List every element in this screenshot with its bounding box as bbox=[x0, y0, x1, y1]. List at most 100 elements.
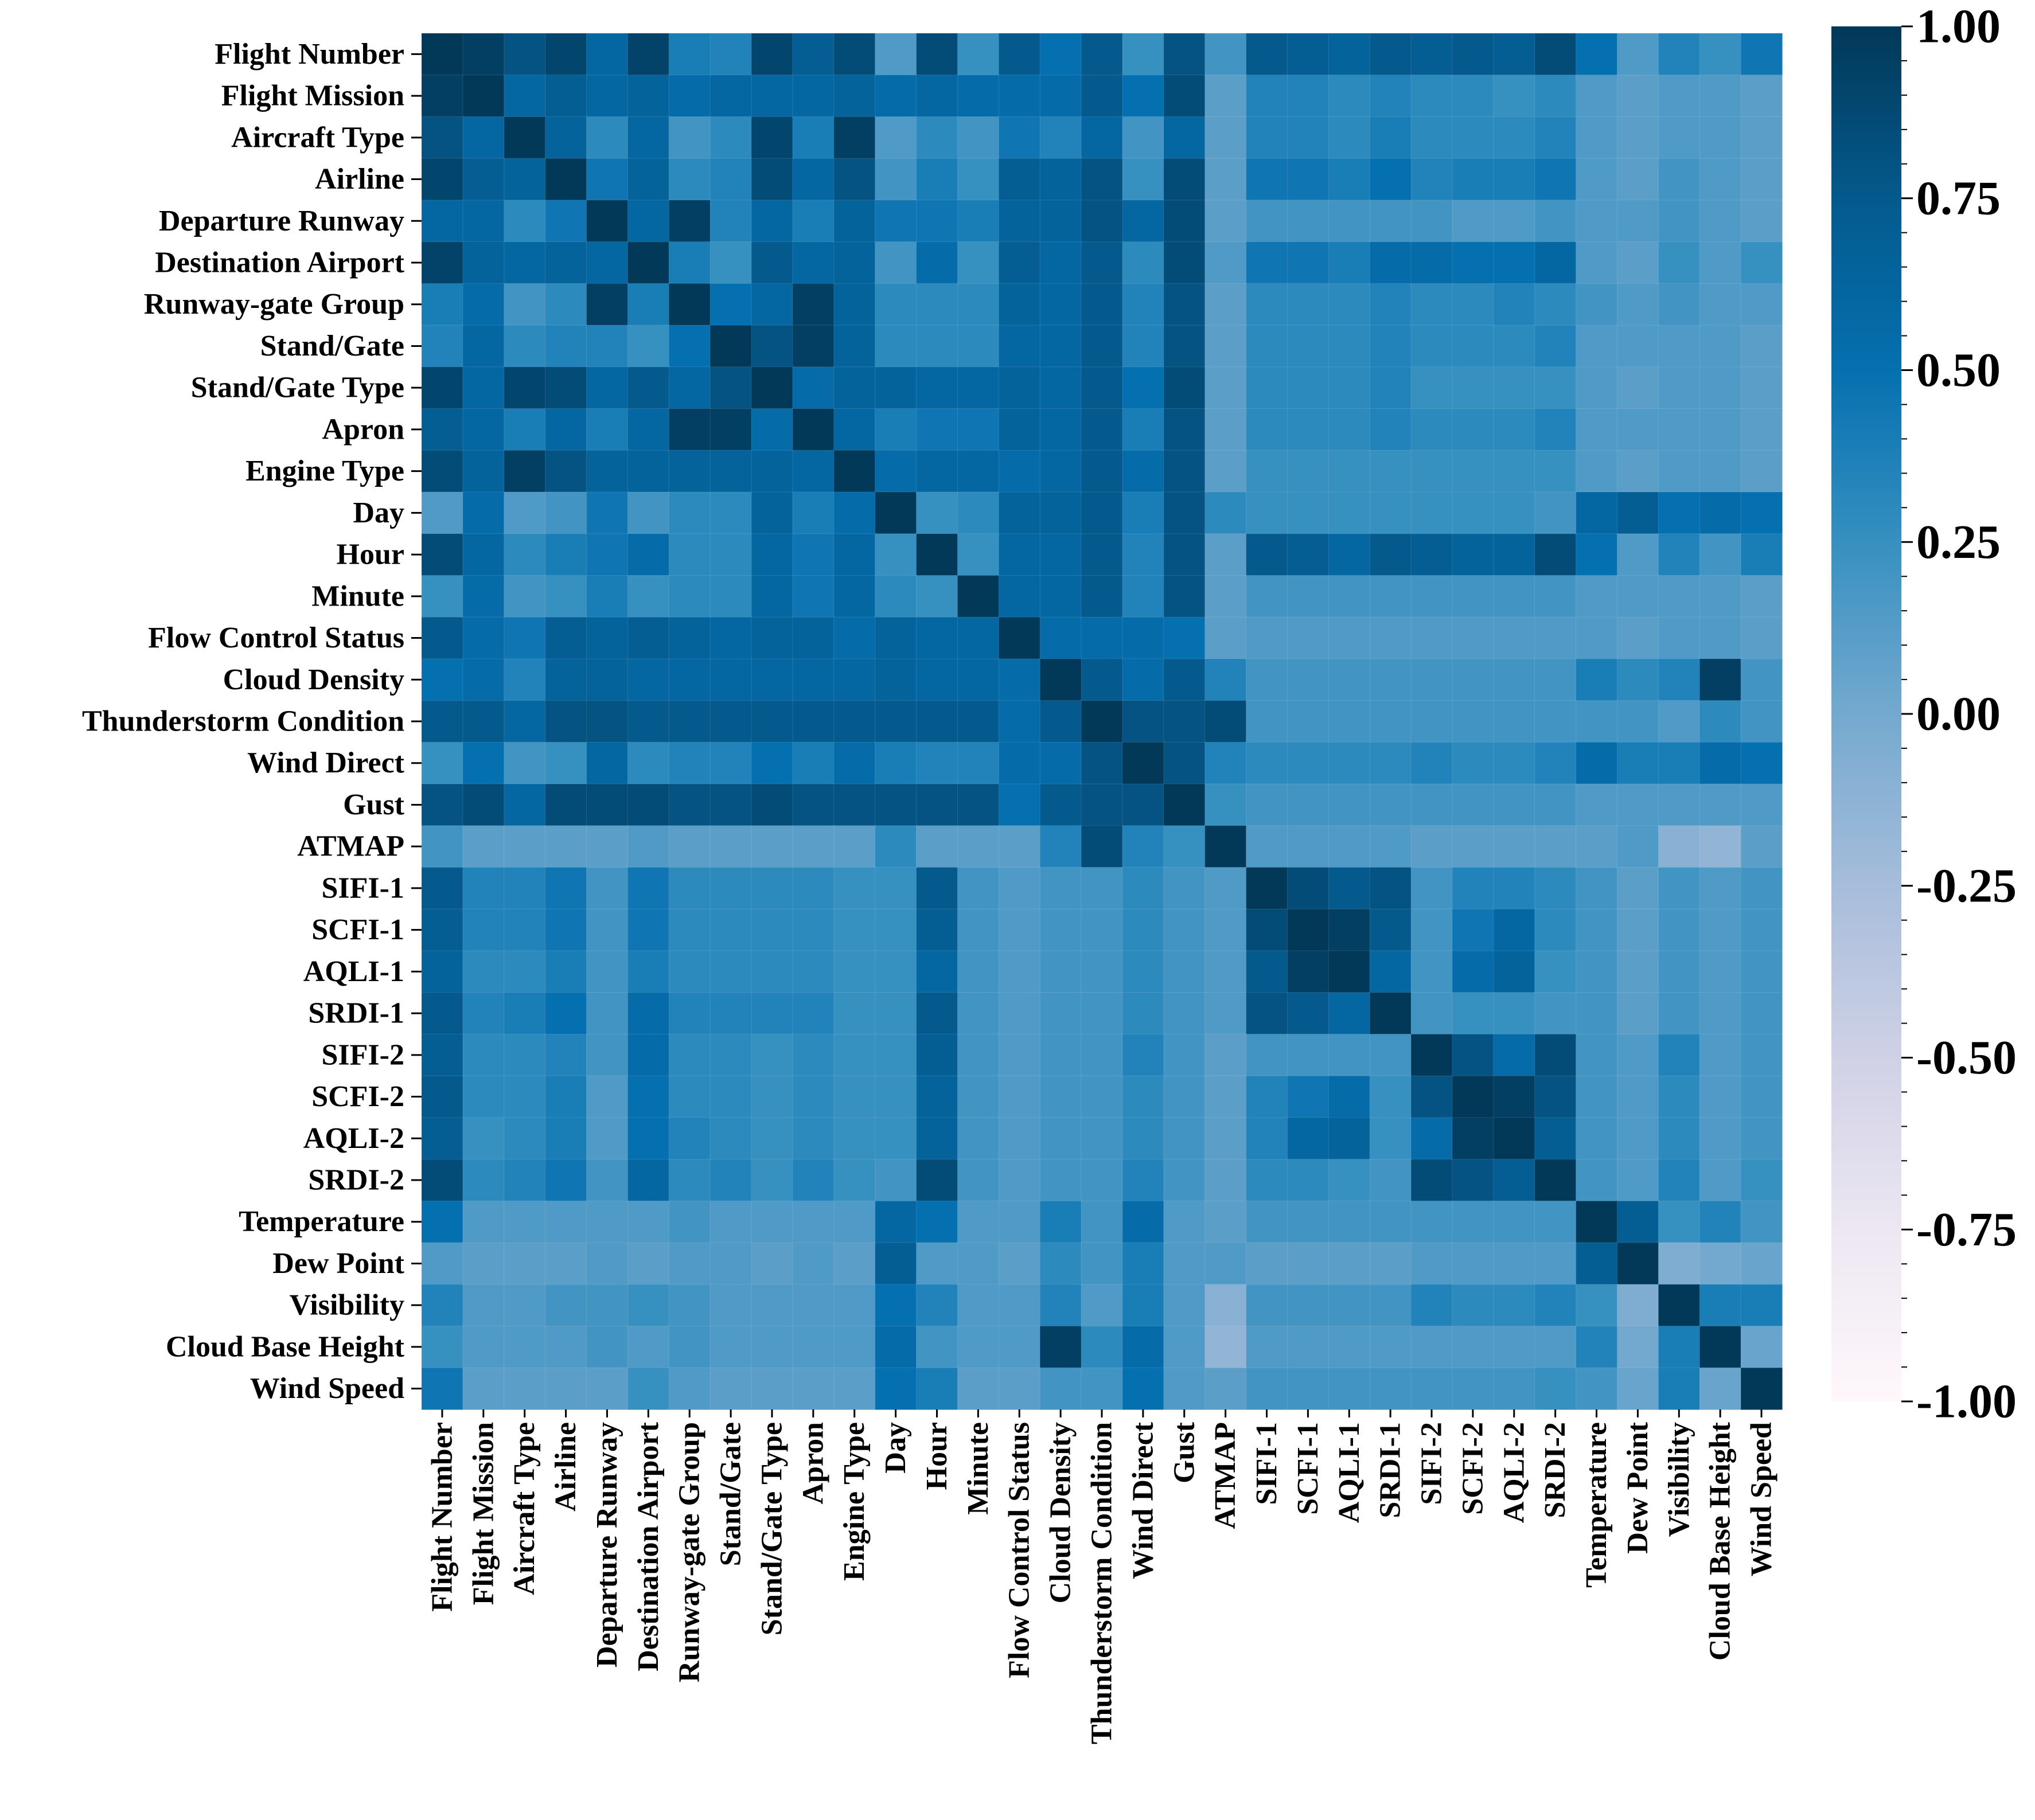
heatmap-cell bbox=[1122, 616, 1164, 660]
row-label: Cloud Density bbox=[223, 663, 404, 696]
heatmap-cell bbox=[1493, 408, 1535, 451]
heatmap-cell bbox=[668, 325, 711, 368]
heatmap-cell bbox=[462, 825, 505, 868]
heatmap-cell bbox=[1246, 116, 1288, 159]
heatmap-cell bbox=[1039, 366, 1082, 409]
heatmap-cell bbox=[916, 1033, 958, 1077]
heatmap-cell bbox=[1328, 33, 1371, 76]
heatmap-cell bbox=[545, 1033, 587, 1077]
heatmap-cell bbox=[504, 992, 546, 1035]
heatmap-cell bbox=[1452, 33, 1494, 76]
heatmap-cell bbox=[998, 1075, 1041, 1119]
heatmap-cell bbox=[1328, 241, 1371, 284]
heatmap-cell bbox=[504, 1159, 546, 1202]
heatmap-cell bbox=[1246, 1075, 1288, 1119]
heatmap-cell bbox=[1246, 1033, 1288, 1077]
heatmap-cell bbox=[916, 450, 958, 493]
column-label: Thunderstorm Condition bbox=[1086, 1422, 1118, 1744]
heatmap-cell bbox=[627, 116, 670, 159]
heatmap-cell bbox=[1410, 575, 1453, 618]
heatmap-cell bbox=[1081, 408, 1124, 451]
heatmap-cell bbox=[1328, 116, 1371, 159]
heatmap-cell bbox=[1410, 200, 1453, 243]
heatmap-cell bbox=[1163, 1242, 1206, 1285]
row-label: Cloud Base Height bbox=[166, 1330, 405, 1363]
heatmap-cell bbox=[1328, 1367, 1371, 1411]
heatmap-cell bbox=[1204, 825, 1247, 868]
heatmap-cell bbox=[709, 1242, 753, 1285]
heatmap-cell bbox=[1328, 158, 1371, 201]
heatmap-cell bbox=[1616, 616, 1659, 660]
heatmap-cell bbox=[1122, 450, 1164, 493]
heatmap-cell bbox=[875, 908, 917, 952]
column-label: Cloud Base Height bbox=[1704, 1421, 1737, 1661]
heatmap-cell bbox=[421, 658, 463, 701]
heatmap-cell bbox=[1287, 75, 1330, 118]
row-label: Temperature bbox=[239, 1205, 404, 1238]
heatmap-cell bbox=[751, 1033, 794, 1077]
heatmap-cell bbox=[1081, 950, 1124, 993]
column-label: Temperature bbox=[1580, 1422, 1613, 1588]
heatmap-cell bbox=[1039, 283, 1082, 326]
heatmap-cell bbox=[627, 75, 670, 118]
heatmap-cell bbox=[1699, 491, 1742, 534]
heatmap-cell bbox=[1452, 658, 1494, 701]
heatmap-cell bbox=[1410, 867, 1453, 910]
heatmap-cell bbox=[1616, 1367, 1659, 1411]
heatmap-cell bbox=[1658, 825, 1701, 868]
heatmap-cell bbox=[586, 616, 629, 660]
heatmap-cell bbox=[957, 825, 1000, 868]
heatmap-cell bbox=[916, 741, 958, 785]
heatmap-cell bbox=[1658, 908, 1701, 952]
heatmap-cell bbox=[1576, 1200, 1618, 1244]
heatmap-cell bbox=[1081, 992, 1124, 1035]
heatmap-cell bbox=[792, 366, 835, 409]
colorbar-tick-label: -1.00 bbox=[1916, 1375, 2017, 1428]
heatmap-cell bbox=[1081, 75, 1124, 118]
heatmap-cell bbox=[627, 1075, 670, 1119]
heatmap-cell bbox=[1287, 1200, 1330, 1244]
heatmap-cell bbox=[1369, 1117, 1412, 1160]
heatmap-cell bbox=[957, 1326, 1000, 1369]
heatmap-cell bbox=[957, 200, 1000, 243]
heatmap-cell bbox=[1493, 1159, 1535, 1202]
heatmap-cell bbox=[1576, 200, 1618, 243]
heatmap-cell bbox=[586, 1117, 629, 1160]
heatmap-cell bbox=[1122, 1242, 1164, 1285]
heatmap-cell bbox=[1452, 158, 1494, 201]
heatmap-cell bbox=[792, 1242, 835, 1285]
heatmap-cell bbox=[1658, 1200, 1701, 1244]
heatmap-cell bbox=[627, 366, 670, 409]
heatmap-cell bbox=[462, 491, 505, 534]
heatmap-cell bbox=[1410, 992, 1453, 1035]
heatmap-cell bbox=[1287, 200, 1330, 243]
heatmap-cell bbox=[916, 75, 958, 118]
heatmap-cell bbox=[1493, 741, 1535, 785]
heatmap-cell bbox=[586, 241, 629, 284]
heatmap-cell bbox=[1740, 992, 1783, 1035]
heatmap-cell bbox=[668, 783, 711, 826]
heatmap-cell bbox=[1493, 241, 1535, 284]
heatmap-cell bbox=[627, 158, 670, 201]
heatmap-cell bbox=[957, 575, 1000, 618]
heatmap-cell bbox=[1740, 867, 1783, 910]
heatmap-cell bbox=[668, 491, 711, 534]
heatmap-cell bbox=[1122, 658, 1164, 701]
heatmap-cell bbox=[1699, 33, 1742, 76]
heatmap-cell bbox=[1163, 200, 1206, 243]
heatmap-cell bbox=[1410, 366, 1453, 409]
heatmap-cell bbox=[833, 1326, 876, 1369]
heatmap-cell bbox=[1658, 867, 1701, 910]
heatmap-cell bbox=[668, 116, 711, 159]
heatmap-cell bbox=[957, 700, 1000, 743]
heatmap-cell bbox=[792, 450, 835, 493]
heatmap-cell bbox=[1081, 450, 1124, 493]
heatmap-cell bbox=[1740, 1117, 1783, 1160]
heatmap-cell bbox=[545, 158, 587, 201]
heatmap-cell bbox=[586, 283, 629, 326]
heatmap-cell bbox=[833, 200, 876, 243]
heatmap-cell bbox=[668, 908, 711, 952]
row-label: Stand/Gate bbox=[260, 330, 404, 362]
heatmap-cell bbox=[545, 366, 587, 409]
heatmap-cell bbox=[1658, 992, 1701, 1035]
